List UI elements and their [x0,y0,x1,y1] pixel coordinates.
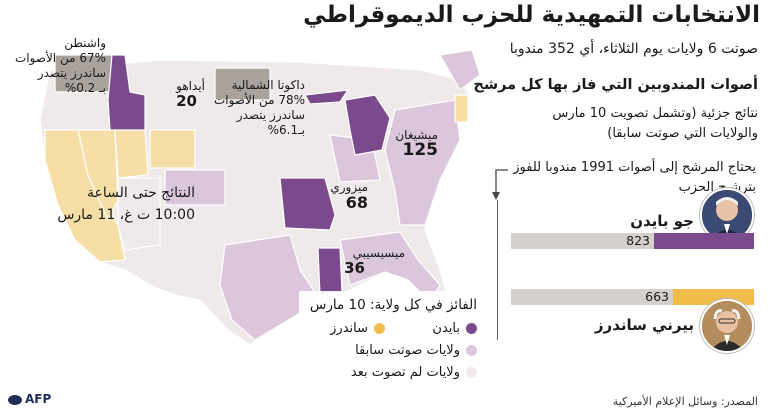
north-dakota-detail3: بـ6.1% [267,123,305,137]
mississippi-value: 36 [344,259,365,277]
map-label-north-dakota: داكوتا الشمالية 78% من الأصوات ساندرز يت… [214,78,305,138]
legend-biden-swatch [466,323,477,334]
page-subtitle: صوتت 6 ولايات يوم الثلاثاء، أي 352 مندوب… [509,41,758,57]
afp-logo-text: AFP [25,392,52,406]
state-north-dakota [214,67,271,101]
legend-voted-earlier: ولايات صوتت سابقا [355,343,477,358]
biden-name: جو بايدن [630,212,694,230]
legend-not-voted-label: ولايات لم تصوت بعد [350,365,460,380]
map-label-michigan: ميشيغان 125 [395,128,439,160]
sanders-name: بيرني ساندرز [594,316,694,334]
washington-name: واشنطن [64,36,106,50]
state-vermont [454,94,469,123]
map-label-california: النتائج حتى الساعة 10:00 ت غ، 11 مارس [57,182,195,226]
state-voted-earlier-south [219,234,321,341]
missouri-name: ميزوري [330,180,368,194]
biden-bar [654,233,754,249]
legend-biden: بايدن [432,321,477,336]
state-missouri [279,177,336,231]
state-idaho [107,54,146,131]
legend-sanders-label: ساندرز [330,321,368,336]
missouri-value: 68 [345,193,368,212]
idaho-value: 20 [176,92,197,110]
map-label-washington: واشنطن 67% من الأصوات ساندرز يتصدر بـ 0.… [15,36,106,96]
north-dakota-detail1: 78% من الأصوات [213,93,305,107]
michigan-value: 125 [402,140,439,160]
target-line [497,200,498,340]
washington-detail2: ساندرز يتصدر [37,66,106,80]
legend-sanders-swatch [374,323,385,334]
afp-logo: AFP [8,392,51,406]
state-nevada [77,129,119,222]
biden-bar-track: 823 [511,233,754,249]
state-colorado-sanders [149,129,196,169]
california-line1: النتائج حتى الساعة [86,185,195,201]
legend-sanders: ساندرز [330,321,385,336]
state-arizona [117,177,161,251]
mississippi-name: ميسيسيبي [352,246,405,260]
legend-voted-earlier-swatch [466,345,477,356]
sanders-value: 663 [645,289,669,304]
state-michigan [344,94,391,156]
us-map [39,49,481,346]
legend-not-voted-swatch [466,367,477,378]
legend-voted-earlier-label: ولايات صوتت سابقا [355,343,460,358]
washington-detail3: بـ 0.2% [64,81,106,95]
state-michigan-up [304,89,350,105]
sanders-avatar [700,299,754,353]
page-title: الانتخابات التمهيدية للحزب الديموقراطي [303,2,760,28]
state-mississippi [317,247,343,296]
north-dakota-name: داكوتا الشمالية [231,78,305,92]
target-arrow [492,169,508,200]
washington-detail1: 67% من الأصوات [14,51,106,65]
map-legend: الفائز في كل ولاية: 10 مارس بايدن ساندرز… [299,291,485,389]
idaho-name: أيداهو [176,79,205,93]
california-line2: 10:00 ت غ، 11 مارس [57,207,195,223]
north-dakota-detail2: ساندرز يتصدر [236,108,305,122]
map-label-mississippi: ميسيسيبي 36 [344,246,405,276]
biden-value: 823 [626,233,650,248]
michigan-name: ميشيغان [395,128,438,142]
delegates-note: نتائج جزئية (وتشمل تصويت 10 مارس والولاي… [552,106,758,141]
map-label-idaho: أيداهو 20 [176,79,205,109]
source-note: المصدر: وسائل الإعلام الأميركية [612,395,758,408]
legend-not-voted: ولايات لم تصوت بعد [351,365,477,380]
state-voted-earlier-ne [439,49,481,91]
state-utah [114,129,149,179]
state-voted-earlier-colorado [164,169,226,206]
legend-biden-label: بايدن [432,321,460,336]
map-label-missouri: ميزوري 68 [330,180,368,212]
legend-title: الفائز في كل ولاية: 10 مارس [309,297,477,313]
delegates-heading: أصوات المندوبين التي فاز بها كل مرشح [473,77,758,93]
